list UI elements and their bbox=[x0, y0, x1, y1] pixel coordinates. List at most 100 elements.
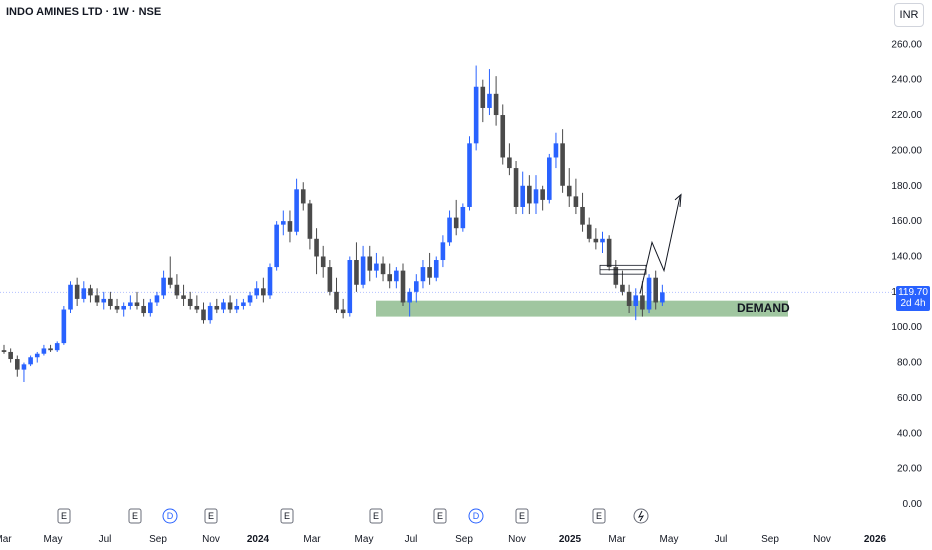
candle-up bbox=[54, 341, 60, 352]
candle-up bbox=[360, 245, 366, 289]
candle-body bbox=[487, 93, 492, 108]
candle-body bbox=[660, 292, 665, 303]
split-event-marker[interactable] bbox=[633, 508, 649, 524]
lightning-icon bbox=[638, 510, 645, 522]
x-tick-label: Nov bbox=[813, 534, 831, 545]
earnings-event-marker[interactable]: E bbox=[515, 508, 529, 524]
candle-body bbox=[414, 281, 419, 292]
candle-body bbox=[108, 298, 113, 306]
earnings-event-marker[interactable]: E bbox=[280, 508, 294, 524]
demand-zone-rect bbox=[376, 300, 788, 317]
dividend-event-marker[interactable]: D bbox=[468, 508, 484, 524]
x-tick-label: Nov bbox=[508, 534, 526, 545]
candle-body bbox=[81, 288, 87, 299]
candle-down bbox=[167, 256, 173, 289]
candle-down bbox=[134, 291, 140, 310]
candle-body bbox=[207, 305, 213, 321]
earnings-event-text: E bbox=[284, 511, 290, 521]
candle-body bbox=[360, 256, 366, 285]
candle-down bbox=[566, 168, 572, 207]
projection-arrowhead bbox=[674, 193, 682, 208]
earnings-event-marker[interactable]: E bbox=[204, 508, 218, 524]
x-tick-label: Sep bbox=[761, 534, 779, 545]
y-tick-label: 180.00 bbox=[891, 181, 922, 192]
candle-up bbox=[28, 355, 33, 367]
candle-up bbox=[533, 175, 539, 215]
currency-button[interactable]: INR bbox=[894, 3, 924, 27]
candle-down bbox=[1, 344, 7, 354]
y-axis: 260.00 240.00 220.00 200.00 180.00 160.00 140.… bbox=[891, 39, 922, 510]
dividend-event-text: D bbox=[473, 511, 480, 521]
candle-up bbox=[520, 171, 525, 215]
dividend-event-circle bbox=[162, 508, 178, 524]
candle-up bbox=[347, 256, 353, 317]
candle-up bbox=[221, 298, 226, 314]
earnings-event-text: E bbox=[519, 511, 525, 521]
candle-body bbox=[467, 143, 472, 207]
y-tick-label: 20.00 bbox=[897, 464, 922, 475]
dividend-event-marker[interactable]: D bbox=[162, 508, 178, 524]
candle-body bbox=[427, 267, 432, 278]
candle-body bbox=[314, 238, 319, 257]
candle-down bbox=[367, 245, 373, 282]
candle-body bbox=[593, 238, 599, 243]
candle-body bbox=[433, 260, 439, 278]
earnings-event-box bbox=[592, 508, 606, 524]
candle-down bbox=[340, 298, 346, 319]
candle-body bbox=[580, 206, 585, 225]
x-tick-label: Jul bbox=[715, 534, 728, 545]
candle-up bbox=[394, 267, 399, 289]
candle-body bbox=[148, 302, 153, 314]
candle-body bbox=[194, 305, 200, 310]
candle-body bbox=[281, 221, 286, 225]
candle-down bbox=[48, 344, 53, 352]
x-tick-label: Mar bbox=[608, 534, 626, 545]
y-tick-label: 60.00 bbox=[897, 393, 922, 404]
candle-body bbox=[134, 302, 140, 306]
x-tick-label: Mar bbox=[0, 534, 12, 545]
earnings-event-marker[interactable]: E bbox=[592, 508, 606, 524]
y-tick-label: 140.00 bbox=[891, 251, 922, 262]
candle-down bbox=[387, 263, 392, 289]
candle-body bbox=[161, 277, 166, 296]
candle-body bbox=[101, 298, 107, 303]
candle-body bbox=[167, 277, 173, 285]
candle-down bbox=[453, 199, 459, 236]
candle-body bbox=[473, 86, 479, 144]
candle-up bbox=[660, 284, 665, 306]
candle-up bbox=[241, 298, 246, 310]
candle-up bbox=[633, 288, 639, 321]
candle-body bbox=[28, 357, 33, 365]
candle-body bbox=[440, 242, 446, 261]
last-price-value: 119.70 bbox=[898, 287, 928, 298]
candle-up bbox=[247, 291, 253, 306]
candle-down bbox=[500, 104, 506, 165]
candle-down bbox=[327, 260, 333, 296]
candle-body bbox=[1, 350, 7, 352]
earnings-event-marker[interactable]: E bbox=[433, 508, 447, 524]
candle-body bbox=[394, 270, 399, 282]
y-tick-label: 260.00 bbox=[891, 39, 922, 50]
candle-body bbox=[247, 295, 253, 303]
candle-body bbox=[513, 168, 519, 207]
candle-up bbox=[207, 302, 213, 324]
earnings-event-box bbox=[204, 508, 218, 524]
candle-body bbox=[374, 263, 379, 271]
earnings-event-marker[interactable]: E bbox=[128, 508, 142, 524]
candle-body bbox=[174, 284, 180, 296]
candle-down bbox=[307, 199, 313, 250]
candle-down bbox=[540, 185, 545, 211]
candle-up bbox=[407, 288, 412, 317]
candle-down bbox=[314, 228, 319, 275]
candle-body bbox=[566, 185, 572, 197]
candle-up bbox=[294, 178, 299, 236]
candle-up bbox=[440, 235, 446, 268]
earnings-event-marker[interactable]: E bbox=[369, 508, 383, 524]
candle-down bbox=[88, 284, 93, 303]
y-tick-label: 220.00 bbox=[891, 110, 922, 121]
candle-body bbox=[606, 238, 612, 268]
candle-body bbox=[633, 295, 639, 306]
candle-body bbox=[68, 284, 73, 310]
earnings-event-marker[interactable]: E bbox=[57, 508, 71, 524]
